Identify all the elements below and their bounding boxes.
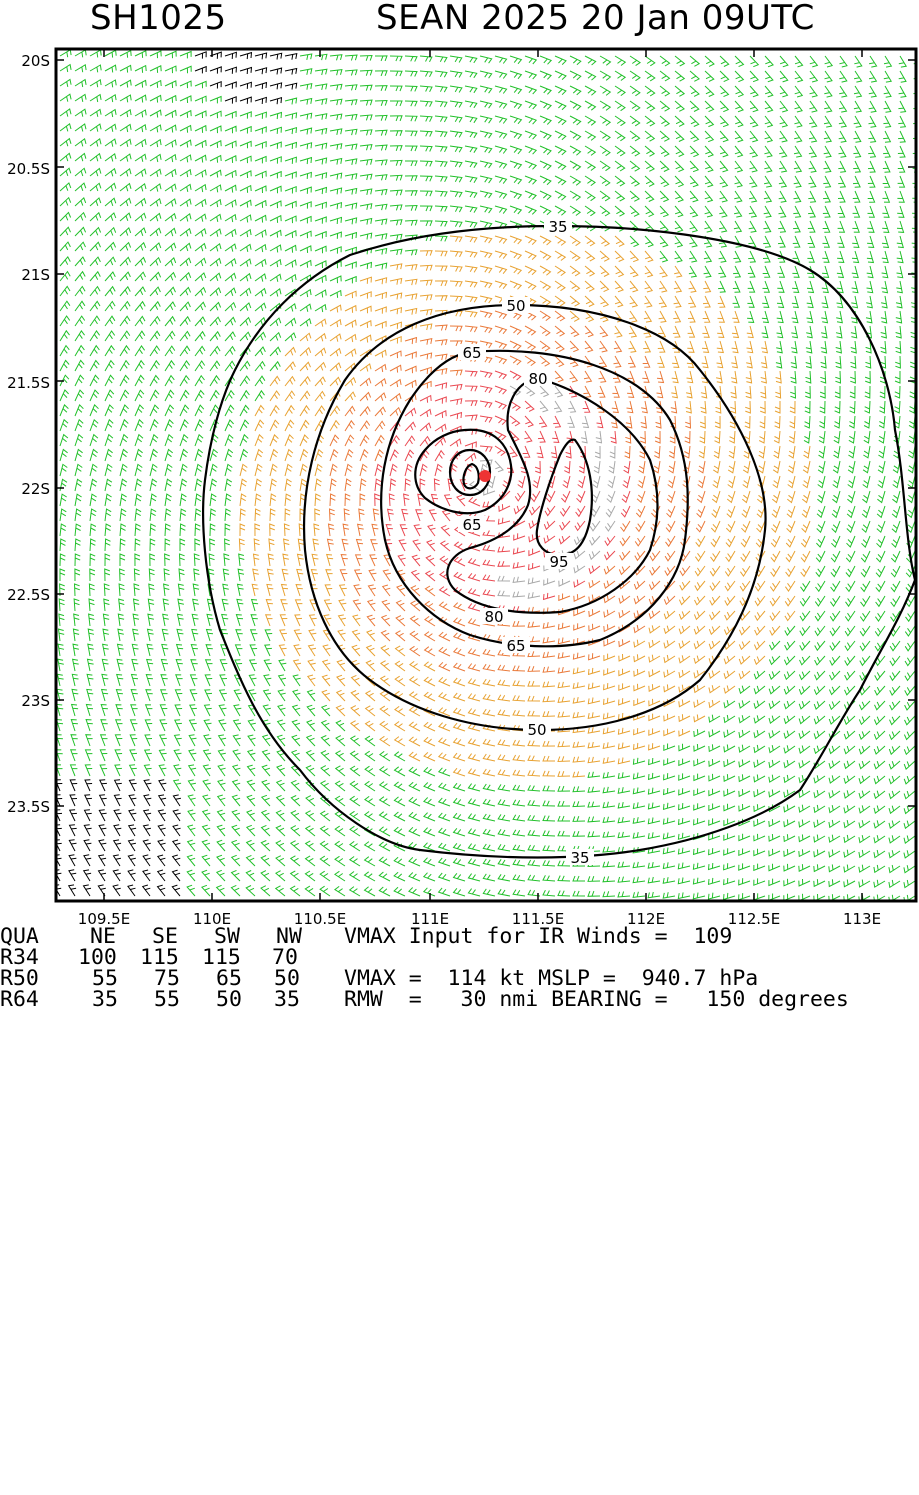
latitude-labels: 20S 20.5S 21S 21.5S 22S 22.5S 23S 23.5S [7, 52, 50, 816]
r34-se: 115 [140, 945, 179, 970]
r50-nw: 50 [274, 966, 300, 991]
storm-name-date-title: SEAN 2025 20 Jan 09UTC [376, 0, 815, 38]
table-header-ne: NE [90, 924, 116, 949]
row-label-r64: R64 [0, 987, 39, 1012]
lon-label: 110E [193, 910, 231, 928]
table-header-quadrant: QUA [0, 924, 39, 949]
contour-label: 65 [462, 516, 481, 534]
contour-label: 65 [462, 344, 481, 362]
contour-65kt-inner [414, 428, 513, 515]
rmw-bearing-text: RMW = 30 nmi BEARING = 150 degrees [344, 987, 849, 1012]
contour-80kt [446, 376, 659, 614]
contour-label: 80 [484, 608, 503, 626]
table-header-se: SE [152, 924, 178, 949]
r34-nw: 70 [272, 945, 298, 970]
contour-95kt [535, 438, 593, 557]
lat-label: 21.5S [7, 374, 50, 392]
r64-ne: 35 [92, 987, 118, 1012]
contour-50kt [302, 303, 767, 732]
lon-label: 112E [627, 910, 665, 928]
lon-label: 109.5E [78, 910, 130, 928]
contour-label: 65 [506, 637, 525, 655]
map-frame [54, 47, 918, 903]
vmax-mslp-text: VMAX = 114 kt MSLP = 940.7 hPa [344, 966, 759, 991]
storm-center-marker [479, 470, 491, 482]
axis-ticks [56, 49, 916, 901]
lat-label: 23S [21, 692, 50, 710]
wind-barbs [56, 49, 916, 901]
contour-labels: 35 50 65 80 95 65 80 65 50 35 [458, 218, 594, 867]
row-label-r50: R50 [0, 966, 39, 991]
contour-80kt-inner [448, 448, 492, 497]
lat-label: 22S [21, 480, 50, 498]
longitude-labels: 109.5E 110E 110.5E 111E 111.5E 112E 112.… [78, 910, 881, 928]
lon-label: 110.5E [294, 910, 346, 928]
lat-label: 22.5S [7, 586, 50, 604]
contour-label: 35 [548, 218, 567, 236]
contour-65kt-outer [380, 349, 689, 648]
contour-label: 50 [527, 721, 546, 739]
r34-sw: 115 [202, 945, 241, 970]
table-header-nw: NW [276, 924, 302, 949]
r34-ne: 100 [78, 945, 117, 970]
r50-se: 75 [154, 966, 180, 991]
r64-sw: 50 [216, 987, 242, 1012]
table-header-sw: SW [214, 924, 240, 949]
lon-label: 111.5E [512, 910, 564, 928]
contour-label: 95 [549, 553, 568, 571]
lat-label: 20.5S [7, 160, 50, 178]
lon-label: 112.5E [728, 910, 780, 928]
wind-radii-table: QUA NE SE SW NW VMAX Input for IR Winds … [0, 926, 849, 1493]
contour-label: 35 [570, 849, 589, 867]
lon-label: 113E [843, 910, 881, 928]
lat-label: 20S [21, 52, 50, 70]
r50-sw: 65 [216, 966, 242, 991]
row-label-r34: R34 [0, 945, 39, 970]
lon-label: 111E [411, 910, 449, 928]
contour-label: 50 [506, 297, 525, 315]
r50-ne: 55 [92, 966, 118, 991]
storm-id-title: SH1025 [90, 0, 227, 38]
vmax-input-text: VMAX Input for IR Winds = 109 [344, 924, 733, 949]
contour-95kt-eye [462, 462, 480, 490]
contour-label: 80 [528, 370, 547, 388]
r64-nw: 35 [274, 987, 300, 1012]
lat-label: 23.5S [7, 798, 50, 816]
wind-field-map: 20S 20.5S 21S 21.5S 22S 22.5S 23S 23.5S … [7, 47, 918, 928]
r64-se: 55 [154, 987, 180, 1012]
contour-35kt [202, 224, 916, 859]
lat-label: 21S [21, 266, 50, 284]
